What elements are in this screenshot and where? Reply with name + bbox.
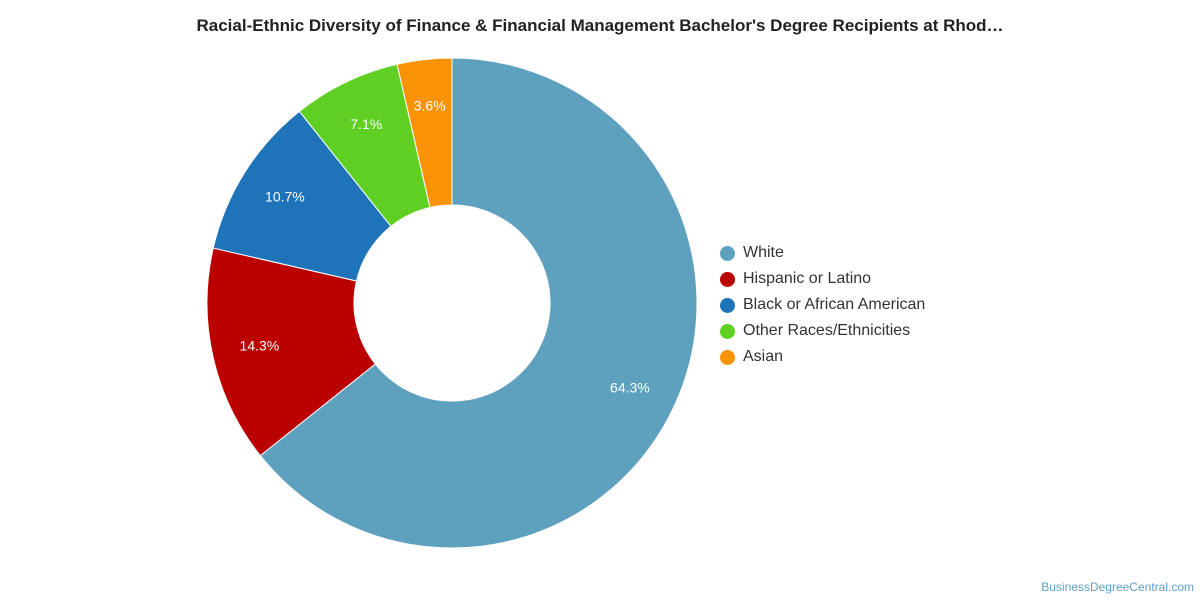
- slice-black-or-african-american[interactable]: [212, 110, 392, 282]
- slice-label-asian: 3.6%: [414, 97, 446, 113]
- slice-label-other-races-ethnicities: 7.1%: [350, 116, 382, 132]
- donut-slices: [206, 57, 698, 549]
- legend-swatch-icon: [720, 349, 735, 365]
- slice-label-white: 64.3%: [610, 379, 650, 395]
- legend-swatch-icon: [720, 245, 735, 261]
- legend-label: Asian: [743, 348, 784, 365]
- slice-label-hispanic-or-latino: 14.3%: [240, 337, 280, 353]
- legend-item-hispanic-or-latino[interactable]: Hispanic or Latino: [720, 266, 925, 292]
- legend-swatch-icon: [720, 271, 735, 287]
- slice-label-black-or-african-american: 10.7%: [265, 188, 305, 204]
- legend-item-white[interactable]: White: [720, 240, 925, 266]
- chart-legend: White Hispanic or Latino Black or African …: [720, 240, 925, 370]
- chart-title: Racial-Ethnic Diversity of Finance & Fin…: [196, 16, 1004, 35]
- slice-asian[interactable]: [396, 57, 453, 209]
- legend-label: Black or African American: [743, 296, 926, 313]
- legend-label: Hispanic or Latino: [743, 270, 872, 287]
- legend-label: White: [743, 244, 784, 261]
- slice-labels: 64.3% 14.3% 10.7% 7.1% 3.6%: [240, 97, 650, 395]
- legend-swatch-icon: [720, 323, 735, 339]
- legend-item-other-races-ethnicities[interactable]: Other Races/Ethnicities: [720, 318, 925, 344]
- legend-item-black-or-african-american[interactable]: Black or African American: [720, 292, 925, 318]
- legend-label: Other Races/Ethnicities: [743, 322, 911, 339]
- legend-swatch-icon: [720, 297, 735, 313]
- slice-hispanic-or-latino[interactable]: [206, 247, 377, 457]
- source-watermark[interactable]: BusinessDegreeCentral.com: [1041, 580, 1194, 594]
- legend-item-asian[interactable]: Asian: [720, 344, 925, 370]
- slice-white[interactable]: [259, 57, 698, 549]
